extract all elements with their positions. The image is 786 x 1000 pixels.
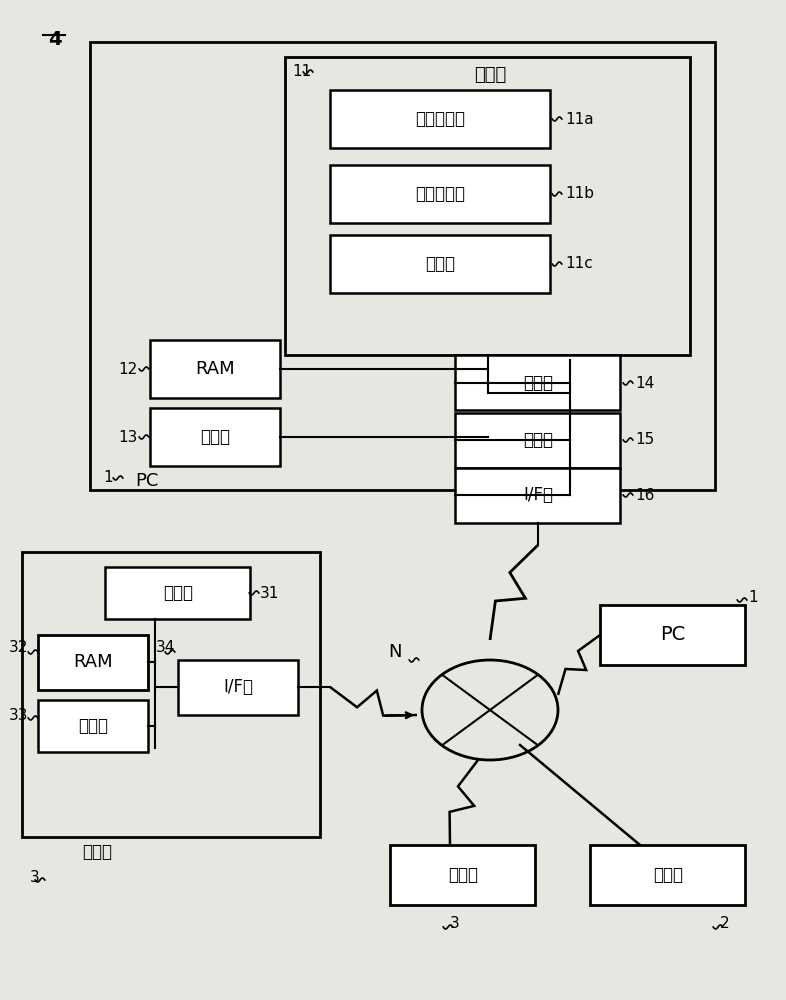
Text: 控制部: 控制部	[474, 66, 506, 84]
Bar	[330, 165, 550, 223]
Text: 操作部: 操作部	[523, 374, 553, 392]
Text: 3: 3	[450, 916, 460, 930]
Text: I/F部: I/F部	[223, 678, 253, 696]
Text: 16: 16	[635, 488, 655, 502]
Text: 1: 1	[748, 589, 758, 604]
Text: 11: 11	[292, 64, 311, 80]
Text: PC: PC	[135, 472, 158, 490]
Bar	[150, 408, 280, 466]
Text: 打印机: 打印机	[448, 866, 478, 884]
Text: 记录部: 记录部	[78, 717, 108, 735]
Text: 打印机: 打印机	[82, 843, 112, 861]
Text: 15: 15	[635, 432, 654, 448]
Bar	[390, 845, 535, 905]
Text: 34: 34	[156, 641, 175, 656]
Text: 显示部: 显示部	[523, 431, 553, 449]
Text: 12: 12	[119, 361, 138, 376]
Text: RAM: RAM	[73, 653, 113, 671]
Text: 11b: 11b	[565, 186, 594, 202]
Text: 2: 2	[720, 916, 730, 930]
Text: 3: 3	[30, 869, 40, 884]
Bar	[178, 660, 298, 715]
Bar	[455, 413, 620, 468]
Text: I/F部: I/F部	[523, 486, 553, 504]
Text: 31: 31	[260, 585, 279, 600]
Text: 服务器: 服务器	[653, 866, 683, 884]
Text: PC: PC	[660, 626, 685, 645]
Bar	[38, 700, 148, 752]
Text: 33: 33	[9, 708, 28, 722]
Text: 4: 4	[48, 30, 61, 49]
Text: 32: 32	[9, 641, 28, 656]
Bar	[455, 355, 620, 410]
Bar	[330, 90, 550, 148]
Text: 信息接受部: 信息接受部	[415, 110, 465, 128]
Text: 通信部: 通信部	[425, 255, 455, 273]
Text: 13: 13	[119, 430, 138, 444]
Text: 控制部: 控制部	[163, 584, 193, 602]
Bar	[590, 845, 745, 905]
Bar	[330, 235, 550, 293]
Text: 14: 14	[635, 375, 654, 390]
Bar	[600, 605, 745, 665]
Text: 11c: 11c	[565, 256, 593, 271]
Text: 1: 1	[103, 471, 112, 486]
Bar	[285, 57, 690, 355]
Text: 存储部: 存储部	[200, 428, 230, 446]
Bar	[38, 635, 148, 690]
Bar	[90, 42, 715, 490]
Bar	[455, 468, 620, 523]
Bar	[105, 567, 250, 619]
Bar	[22, 552, 320, 837]
Text: 11a: 11a	[565, 111, 593, 126]
Text: RAM: RAM	[195, 360, 235, 378]
Text: 显示控制部: 显示控制部	[415, 185, 465, 203]
Text: N: N	[388, 643, 402, 661]
Bar	[150, 340, 280, 398]
